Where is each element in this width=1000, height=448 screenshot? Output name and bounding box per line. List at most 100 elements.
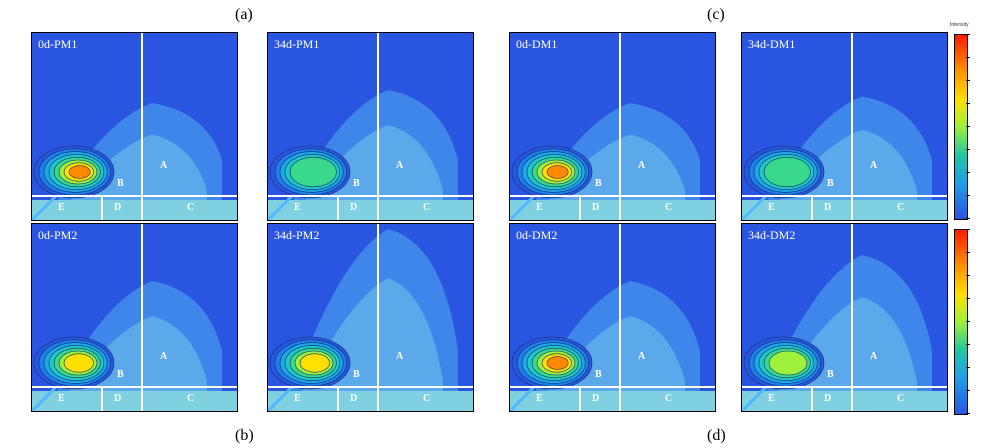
contour-level: [768, 350, 808, 376]
panel-letter-b: (b): [235, 427, 254, 444]
bottom-band: [32, 391, 237, 411]
colorbar-tick: [966, 34, 970, 35]
region-label-b: B: [827, 369, 834, 380]
region-label-e: E: [58, 202, 65, 213]
colorbar-tick: [966, 390, 970, 391]
region-label-c: C: [897, 393, 905, 404]
contour-level: [289, 156, 337, 188]
region-label-a: A: [396, 351, 404, 362]
region-label-d: D: [824, 393, 832, 404]
bottom-band: [32, 200, 237, 220]
colorbar-tick: [966, 298, 970, 299]
heatmap-svg: [510, 224, 715, 411]
region-label-b: B: [827, 178, 834, 189]
contour-level: [546, 165, 569, 179]
colorbar-tick: [966, 229, 970, 230]
colorbar-tick: [966, 413, 970, 414]
colorbar-tick: [966, 57, 970, 58]
colorbar-tick: [966, 172, 970, 173]
colorbar-title: Intensity: [950, 22, 969, 28]
region-label-d: D: [350, 393, 358, 404]
plot-title: 0d-PM2: [38, 228, 78, 242]
region-label-a: A: [638, 160, 646, 171]
region-label-c: C: [665, 202, 673, 213]
bottom-band: [268, 391, 473, 411]
heatmap-svg: [32, 33, 237, 220]
plot-title: 34d-DM2: [748, 228, 796, 242]
colorbar-tick: [966, 218, 970, 219]
region-label-d: D: [592, 393, 600, 404]
region-label-a: A: [870, 160, 878, 171]
heatmap-svg: [268, 224, 473, 411]
region-label-b: B: [353, 369, 360, 380]
contour-level: [63, 353, 94, 373]
plot-title: 34d-DM1: [748, 37, 796, 51]
region-label-d: D: [114, 393, 122, 404]
heatmap-panel: 0d-PM2 A B C D E: [31, 223, 238, 412]
region-label-e: E: [768, 393, 775, 404]
heatmap-svg: [510, 33, 715, 220]
plot-title: 34d-PM1: [274, 37, 320, 51]
region-label-a: A: [638, 351, 646, 362]
colorbar-tick: [966, 252, 970, 253]
region-label-a: A: [160, 351, 168, 362]
region-label-a: A: [160, 160, 168, 171]
region-label-d: D: [592, 202, 600, 213]
colorbar-tick: [966, 80, 970, 81]
heatmap-panel: 0d-DM2 A B C D E: [509, 223, 716, 412]
colorbar-tick: [966, 103, 970, 104]
colorbar-tick: [966, 344, 970, 345]
colorbar-bottom: [954, 229, 968, 415]
heatmap-panel: 0d-DM1 A B C D E: [509, 32, 716, 221]
region-label-c: C: [187, 202, 195, 213]
region-label-e: E: [294, 393, 301, 404]
plot-title: 34d-PM2: [274, 228, 320, 242]
colorbar-tick: [966, 149, 970, 150]
bottom-band: [268, 200, 473, 220]
region-label-b: B: [353, 178, 360, 189]
plot-title: 0d-DM1: [516, 37, 558, 51]
colorbar-tick: [966, 126, 970, 127]
region-label-e: E: [536, 393, 543, 404]
region-label-c: C: [187, 393, 195, 404]
bottom-band: [510, 200, 715, 220]
heatmap-panel: 34d-DM1 A B C D E: [741, 32, 948, 221]
panel-letter-c: (c): [707, 6, 725, 23]
bottom-band: [510, 391, 715, 411]
region-label-b: B: [117, 369, 124, 380]
contour-level: [763, 156, 811, 188]
region-label-a: A: [396, 160, 404, 171]
bottom-band: [742, 391, 947, 411]
heatmap-panel: 34d-PM1 A B C D E: [267, 32, 474, 221]
heatmap-svg: [268, 33, 473, 220]
region-label-a: A: [870, 351, 878, 362]
region-label-d: D: [114, 202, 122, 213]
heatmap-svg: [32, 224, 237, 411]
region-label-d: D: [350, 202, 358, 213]
colorbar-tick: [966, 195, 970, 196]
panel-letter-d: (d): [707, 427, 726, 444]
heatmap-panel: 0d-PM1 A B C D E: [31, 32, 238, 221]
colorbar-tick: [966, 275, 970, 276]
region-label-c: C: [423, 202, 431, 213]
panel-letter-a: (a): [235, 6, 253, 23]
region-label-b: B: [595, 369, 602, 380]
plot-title: 0d-DM2: [516, 228, 558, 242]
region-label-e: E: [768, 202, 775, 213]
heatmap-panel: 34d-DM2 A B C D E: [741, 223, 948, 412]
region-label-c: C: [665, 393, 673, 404]
plot-title: 0d-PM1: [38, 37, 78, 51]
region-label-d: D: [824, 202, 832, 213]
heatmap-svg: [742, 33, 947, 220]
contour-level: [68, 165, 91, 179]
region-label-b: B: [595, 178, 602, 189]
contour-level: [299, 353, 330, 373]
colorbar-tick: [966, 367, 970, 368]
contour-level: [546, 356, 569, 370]
region-label-e: E: [294, 202, 301, 213]
region-label-c: C: [423, 393, 431, 404]
heatmap-svg: [742, 224, 947, 411]
colorbar-top: [954, 34, 968, 220]
region-label-b: B: [117, 178, 124, 189]
colorbar-tick: [966, 321, 970, 322]
